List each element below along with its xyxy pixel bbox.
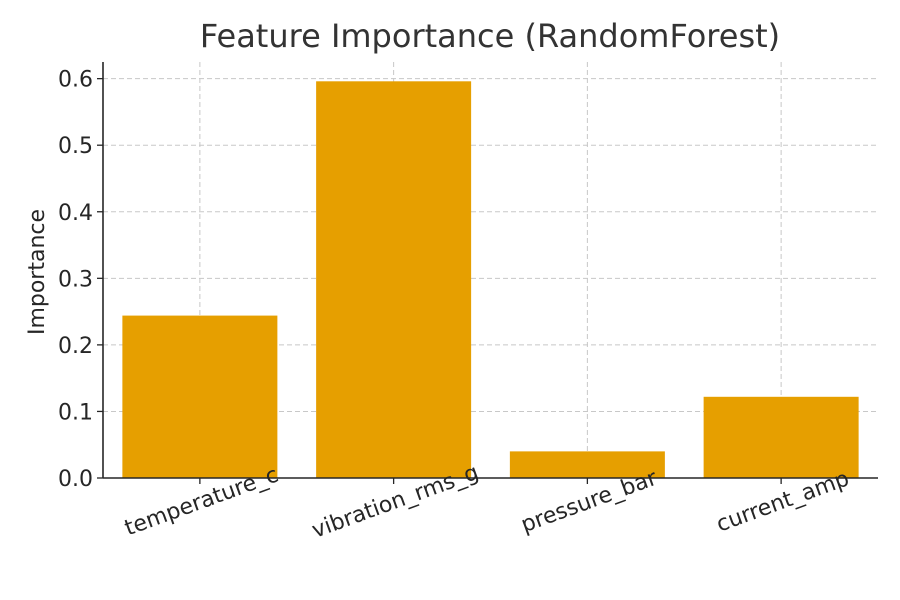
y-tick-label: 0.1 [58, 400, 93, 425]
bar-current_amp [703, 396, 859, 478]
y-axis-ticks: 0.0 0.1 0.2 0.3 0.4 0.5 0.6 [58, 68, 103, 492]
bars [122, 81, 859, 478]
y-tick-label: 0.3 [58, 267, 93, 292]
bar-pressure_bar [509, 451, 665, 478]
axes [102, 62, 878, 479]
y-tick-label: 0.2 [58, 334, 93, 359]
y-tick-label: 0.0 [58, 467, 93, 492]
y-tick-label: 0.5 [58, 134, 93, 159]
bar-temperature_c [122, 315, 278, 478]
bar-vibration_rms_g [316, 81, 472, 478]
y-tick-label: 0.6 [58, 68, 93, 93]
y-tick-label: 0.4 [58, 201, 93, 226]
chart-title: Feature Importance (RandomForest) [200, 17, 780, 55]
y-axis-label: Importance [25, 209, 50, 335]
